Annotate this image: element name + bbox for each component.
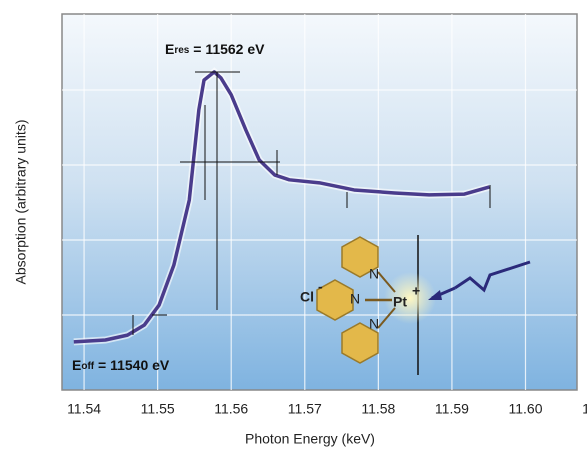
x-tick-label: 11.61 xyxy=(582,401,587,417)
cl-label: Cl xyxy=(300,289,314,305)
plot-area xyxy=(61,13,578,391)
pt-label: Pt xyxy=(393,294,407,310)
x-tick-label: 11.58 xyxy=(361,401,395,417)
x-tick-label: 11.57 xyxy=(288,401,322,417)
x-tick-label: 11.56 xyxy=(214,401,248,417)
n-label: N xyxy=(369,316,379,332)
eres-text: = 11562 eV xyxy=(189,41,265,57)
eoff-annotation: Eoff = 11540 eV xyxy=(72,357,170,373)
eres-sub: res xyxy=(174,45,189,56)
cl-charge: - xyxy=(318,279,323,295)
x-tick-label: 11.54 xyxy=(67,401,101,417)
molecule xyxy=(316,236,531,364)
y-axis-label: Absorption (arbitrary units) xyxy=(13,120,29,285)
n-label: N xyxy=(369,266,379,282)
x-tick-label: 11.55 xyxy=(141,401,175,417)
eres-annotation: Eres = 11562 eV xyxy=(165,41,265,57)
x-tick-label: 11.60 xyxy=(509,401,543,417)
pt-charge: + xyxy=(412,283,420,299)
n-label: N xyxy=(350,291,360,307)
x-axis-label: Photon Energy (keV) xyxy=(245,431,375,447)
eoff-sub: off xyxy=(81,361,94,372)
eres-symbol: E xyxy=(165,41,174,57)
eoff-text: = 11540 eV xyxy=(94,357,170,373)
x-tick-label: 11.59 xyxy=(435,401,469,417)
eoff-symbol: E xyxy=(72,357,81,373)
data-line xyxy=(73,70,490,344)
